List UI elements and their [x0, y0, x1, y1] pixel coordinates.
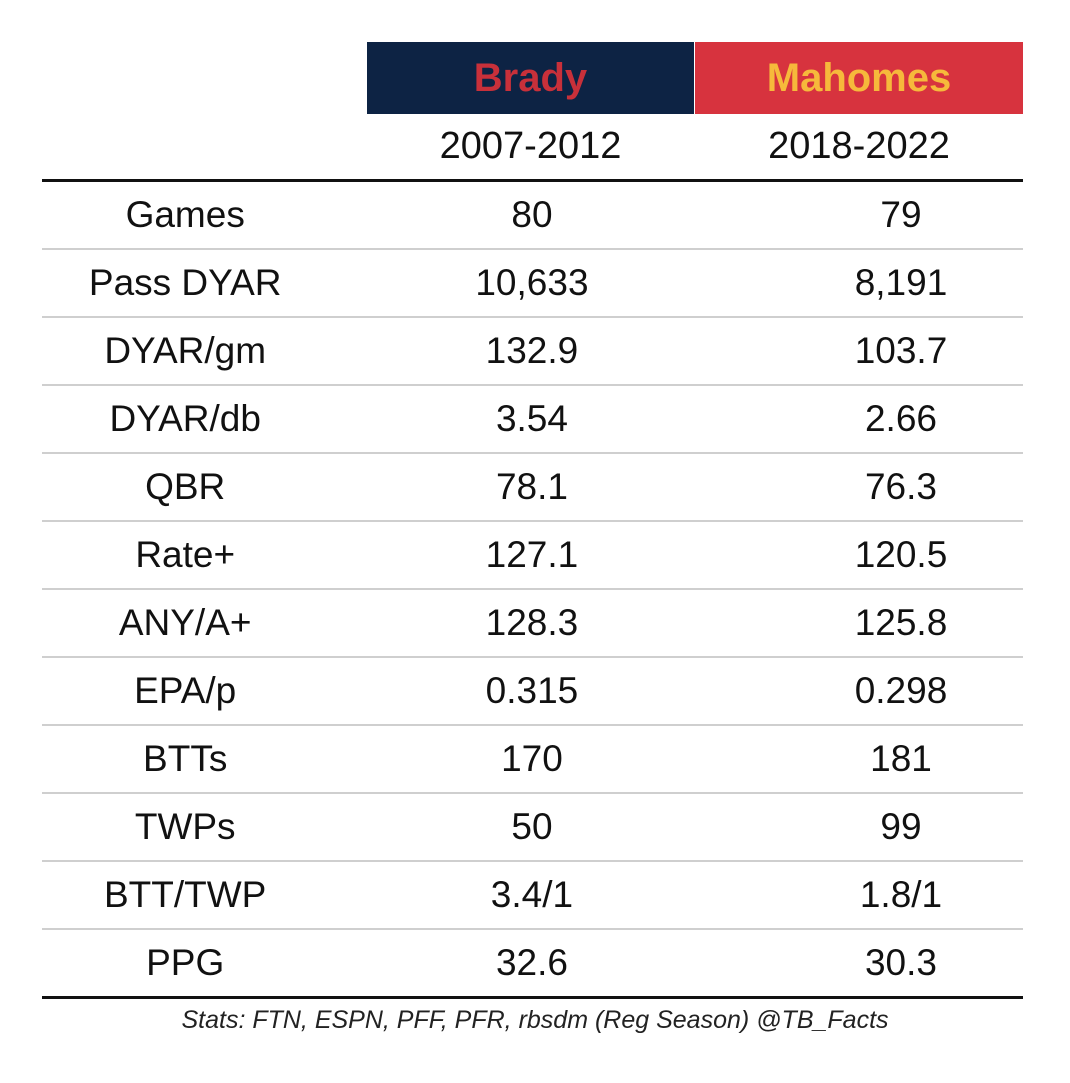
stats-table: Games 80 79 Pass DYAR 10,633 8,191 DYAR/gm 132.… [42, 179, 1023, 999]
brady-value: 128.3 [485, 602, 579, 643]
brady-header-label: Brady [473, 55, 588, 100]
mahomes-value: 79 [880, 194, 922, 235]
mahomes-header: Mahomes [695, 42, 1023, 114]
mahomes-value-cell: 103.7 [738, 318, 1023, 384]
mahomes-value-cell: 0.298 [738, 658, 1023, 724]
mahomes-value: 0.298 [854, 670, 948, 711]
brady-value: 127.1 [485, 534, 579, 575]
mahomes-value-cell: 125.8 [738, 590, 1023, 656]
table-row: QBR 78.1 76.3 [42, 454, 1023, 522]
mahomes-years: 2018-2022 [768, 124, 950, 167]
mahomes-value: 125.8 [854, 602, 948, 643]
brady-years: 2007-2012 [439, 124, 622, 167]
mahomes-value: 30.3 [864, 942, 937, 983]
mahomes-value-cell: 79 [738, 182, 1023, 248]
brady-value: 0.315 [485, 670, 579, 711]
mahomes-value: 2.66 [864, 398, 937, 439]
row-label: Pass DYAR [88, 262, 282, 303]
table-row: TWPs 50 99 [42, 794, 1023, 862]
brady-value: 170 [501, 738, 563, 779]
mahomes-value: 120.5 [854, 534, 948, 575]
brady-value: 10,633 [475, 262, 589, 303]
table-row: EPA/p 0.315 0.298 [42, 658, 1023, 726]
table-row: BTTs 170 181 [42, 726, 1023, 794]
mahomes-value-cell: 99 [738, 794, 1023, 860]
mahomes-value-cell: 2.66 [738, 386, 1023, 452]
brady-value: 3.54 [495, 398, 568, 439]
row-label: QBR [145, 466, 226, 507]
row-label: PPG [146, 942, 225, 983]
brady-value: 132.9 [485, 330, 579, 371]
brady-value: 78.1 [495, 466, 568, 507]
row-label: DYAR/db [109, 398, 261, 439]
brady-value: 3.4/1 [490, 874, 574, 915]
mahomes-value-cell: 30.3 [738, 930, 1023, 996]
table-row: BTT/TWP 3.4/1 1.8/1 [42, 862, 1023, 930]
brady-value: 50 [511, 806, 553, 847]
row-label: Rate+ [135, 534, 236, 575]
table-row: DYAR/db 3.54 2.66 [42, 386, 1023, 454]
mahomes-value-cell: 8,191 [738, 250, 1023, 316]
mahomes-header-label: Mahomes [766, 55, 952, 100]
table-row: Rate+ 127.1 120.5 [42, 522, 1023, 590]
row-label: EPA/p [134, 670, 237, 711]
mahomes-value: 99 [880, 806, 922, 847]
brady-header: Brady [367, 42, 694, 114]
row-label: BTT/TWP [104, 874, 267, 915]
brady-value: 80 [511, 194, 553, 235]
mahomes-value: 181 [870, 738, 932, 779]
mahomes-value: 1.8/1 [859, 874, 943, 915]
mahomes-value: 103.7 [854, 330, 948, 371]
table-row: Games 80 79 [42, 182, 1023, 250]
brady-value: 32.6 [495, 942, 568, 983]
mahomes-value-cell: 76.3 [738, 454, 1023, 520]
table-row: ANY/A+ 128.3 125.8 [42, 590, 1023, 658]
table-body: Games 80 79 Pass DYAR 10,633 8,191 DYAR/gm 132.… [42, 182, 1023, 999]
row-label: DYAR/gm [104, 330, 267, 371]
table-row: DYAR/gm 132.9 103.7 [42, 318, 1023, 386]
row-label: BTTs [143, 738, 228, 779]
row-label: TWPs [134, 806, 236, 847]
row-label: ANY/A+ [118, 602, 252, 643]
mahomes-value-cell: 1.8/1 [738, 862, 1023, 928]
table-row: PPG 32.6 30.3 [42, 930, 1023, 999]
table-top-rule [42, 179, 1023, 182]
mahomes-value: 8,191 [854, 262, 948, 303]
mahomes-value: 76.3 [864, 466, 937, 507]
mahomes-value-cell: 181 [738, 726, 1023, 792]
source-note: Stats: FTN, ESPN, PFF, PFR, rbsdm (Reg S… [181, 1006, 889, 1034]
mahomes-value-cell: 120.5 [738, 522, 1023, 588]
row-label: Games [125, 194, 245, 235]
table-row: Pass DYAR 10,633 8,191 [42, 250, 1023, 318]
